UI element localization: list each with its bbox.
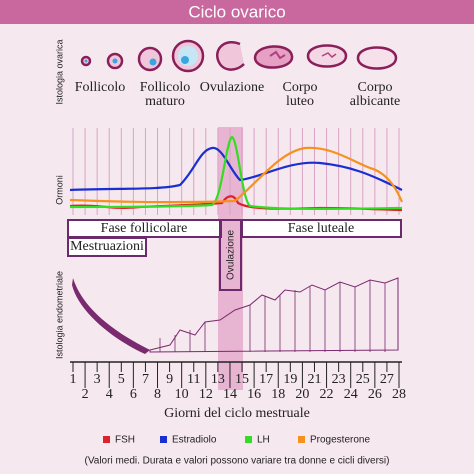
x-tick-label: 6 xyxy=(130,387,137,402)
x-tick-label: 22 xyxy=(320,387,334,402)
x-tick-label: 25 xyxy=(356,372,370,387)
x-tick-label: 11 xyxy=(187,372,200,387)
estradiol-curve xyxy=(69,146,403,192)
stage-label: Follicolo xyxy=(75,80,126,95)
legend-swatch xyxy=(298,436,305,443)
x-tick-label: 10 xyxy=(175,387,189,402)
title-bar xyxy=(0,0,474,24)
lh-curve xyxy=(69,135,403,210)
x-tick-label: 19 xyxy=(283,372,297,387)
x-tick-label: 20 xyxy=(295,387,309,402)
stage-label: Corpo xyxy=(283,80,318,95)
phase-box xyxy=(67,237,147,257)
x-tick-label: 1 xyxy=(70,372,77,387)
x-tick-label: 4 xyxy=(106,387,113,402)
stage-label: maturo xyxy=(145,94,185,109)
phase-box xyxy=(219,219,242,291)
x-tick-label: 21 xyxy=(307,372,321,387)
x-tick-label: 5 xyxy=(118,372,125,387)
legend-label: Progesterone xyxy=(310,435,370,446)
x-tick-label: 23 xyxy=(332,372,346,387)
x-tick-label: 8 xyxy=(154,387,161,402)
side-label: Ormoni xyxy=(54,175,64,205)
x-tick-label: 16 xyxy=(247,387,261,402)
note: (Valori medi. Durata e valori possono va… xyxy=(85,456,390,467)
stage-label: albicante xyxy=(350,94,401,109)
legend: FSH Estradiolo LH Progesterone xyxy=(103,435,370,446)
stage-label: Corpo xyxy=(358,80,393,95)
legend-swatch xyxy=(245,436,252,443)
legend-label: FSH xyxy=(115,435,135,446)
x-tick-label: 12 xyxy=(199,387,213,402)
x-tick-label: 27 xyxy=(380,372,394,387)
stage-label: luteo xyxy=(286,94,314,109)
phase-label: Fase follicolare xyxy=(101,221,188,236)
x-tick-label: 9 xyxy=(166,372,173,387)
hormone-curves xyxy=(69,135,404,212)
progesterone-curve xyxy=(69,146,404,204)
x-tick-label: 3 xyxy=(94,372,101,387)
legend-label: LH xyxy=(257,435,270,446)
follicle-icons xyxy=(80,39,398,73)
endometrium xyxy=(72,277,399,354)
x-tick-label: 28 xyxy=(392,387,406,402)
ovulation-band xyxy=(218,127,243,390)
phase-label: Ovulazione xyxy=(226,230,237,280)
x-tick-label: 15 xyxy=(235,372,249,387)
legend-swatch xyxy=(103,436,110,443)
stage-label: Ovulazione xyxy=(200,80,265,95)
x-tick-label: 18 xyxy=(271,387,285,402)
phase-label: Fase luteale xyxy=(288,221,354,236)
stage-label: Follicolo xyxy=(140,80,191,95)
x-tick-label: 14 xyxy=(223,387,237,402)
x-tick-label: 7 xyxy=(142,372,149,387)
x-tick-label: 2 xyxy=(82,387,89,402)
side-label: Istologia endometriale xyxy=(54,271,64,359)
legend-swatch xyxy=(160,436,167,443)
x-tick-label: 13 xyxy=(211,372,225,387)
x-tick-label: 26 xyxy=(368,387,382,402)
x-tick-label: 17 xyxy=(259,372,273,387)
legend-label: Estradiolo xyxy=(172,435,217,446)
side-label: Istologia ovarica xyxy=(54,39,64,104)
x-axis-label: Giorni del ciclo mestruale xyxy=(164,406,310,421)
title: Ciclo ovarico xyxy=(188,2,285,21)
phase-label: Mestruazioni xyxy=(70,239,144,254)
x-tick-label: 24 xyxy=(344,387,358,402)
